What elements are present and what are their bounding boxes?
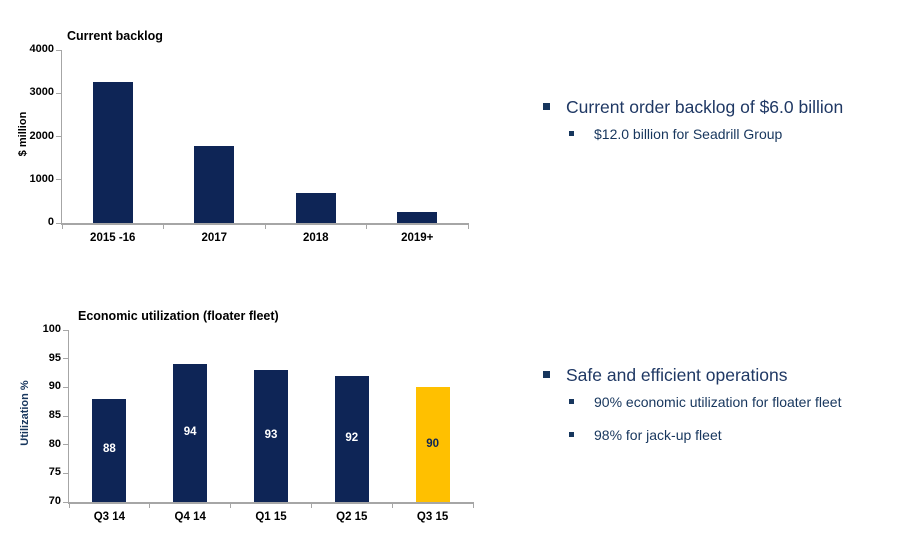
x-tick [366,225,367,229]
bar-value-label: 92 [345,431,359,444]
operations-bullet-group: Safe and efficient operations 90% econom… [540,363,900,445]
bullet-icon [569,131,574,136]
backlog-chart: Current backlog $ million 0 1000 2000 3000 4… [8,24,488,274]
bar [194,146,235,223]
x-tick [264,225,266,229]
y-tick [63,415,68,417]
y-tick-label: 75 [48,466,61,479]
y-tick-label: 70 [48,495,61,507]
bullet-item: Current order backlog of $6.0 billion [540,95,900,119]
category-label: Q3 15 [416,511,449,523]
y-tick [56,222,61,224]
y-tick-label: 2000 [29,129,54,142]
y-tick [56,136,61,137]
y-tick-label: 100 [42,323,61,335]
sub-bullet-item: 98% for jack-up fleet [540,425,900,445]
bullet-icon [543,103,550,110]
y-tick-label: 85 [48,409,61,421]
bar-value-label: 90 [426,437,439,450]
category-label: Q4 14 [174,511,206,523]
bar [295,192,336,223]
y-tick-label: 0 [47,216,54,228]
bar-value-label: 88 [102,443,116,456]
bar [92,82,133,223]
y-tick [63,358,68,360]
x-tick [230,504,232,508]
utilization-chart: Economic utilization (floater fleet) Uti… [8,303,518,540]
bar-value-label: 93 [264,429,278,442]
y-tick [56,92,61,94]
bar [415,387,450,502]
category-label: Q1 15 [255,511,287,523]
bar [254,370,288,502]
x-axis-line [68,502,474,504]
x-tick [310,504,312,508]
plot-area: 0 1000 2000 3000 4000 2015 -16 2017 2018 2019+ [30,43,469,244]
category-label: Q2 15 [336,511,368,523]
x-tick [61,225,63,229]
y-tick-label: 90 [48,380,61,393]
y-tick [63,501,68,503]
bullet-item: Safe and efficient operations [540,363,900,387]
bullet-icon [543,371,550,378]
y-tick [63,444,68,446]
x-tick [391,504,393,508]
x-tick [68,504,70,508]
y-tick [63,386,68,388]
x-tick [163,225,164,229]
bullet-icon [569,399,574,404]
bar [92,398,127,502]
sub-bullet-text: $12.0 billion for Seadrill Group [594,126,783,142]
backlog-bullet-group: Current order backlog of $6.0 billion $1… [540,95,900,144]
y-tick-label: 80 [48,437,61,450]
x-tick [467,225,469,229]
category-label: Q3 14 [93,511,126,523]
y-tick-label: 1000 [29,172,54,185]
bar [397,212,438,223]
chart-title: Current backlog [67,29,163,43]
x-tick [149,504,151,508]
sub-bullet-item: $12.0 billion for Seadrill Group [540,124,900,144]
y-tick [56,49,61,51]
x-tick [472,504,474,508]
plot-area: 70 75 80 85 90 95 100 88 Q3 14 94 Q4 14 93 Q1 15 92 Q2… [43,323,474,523]
category-label: 2018 [302,232,329,244]
bullet-icon [569,432,574,437]
y-axis-line [68,330,69,503]
y-tick [63,329,68,331]
bullet-text: Current order backlog of $6.0 billion [566,97,844,117]
bullet-text: Safe and efficient operations [566,365,788,385]
sub-bullet-text: 98% for jack-up fleet [594,427,722,443]
y-tick [63,472,68,474]
category-label: 2019+ [401,232,434,244]
y-tick [56,179,61,181]
bar [173,364,208,502]
x-axis-line [61,223,469,225]
bar [334,375,369,502]
category-label: 2015 -16 [90,232,136,244]
sub-bullet-item: 90% economic utilization for floater fle… [540,392,900,412]
y-tick-label: 3000 [29,86,54,99]
sub-bullet-text: 90% economic utilization for floater fle… [594,394,842,410]
category-label: 2017 [201,232,228,244]
y-axis-line [61,50,62,224]
y-tick-label: 95 [48,351,61,364]
bar-value-label: 94 [183,426,197,439]
chart-title: Economic utilization (floater fleet) [78,309,279,323]
y-tick-label: 4000 [29,43,54,55]
